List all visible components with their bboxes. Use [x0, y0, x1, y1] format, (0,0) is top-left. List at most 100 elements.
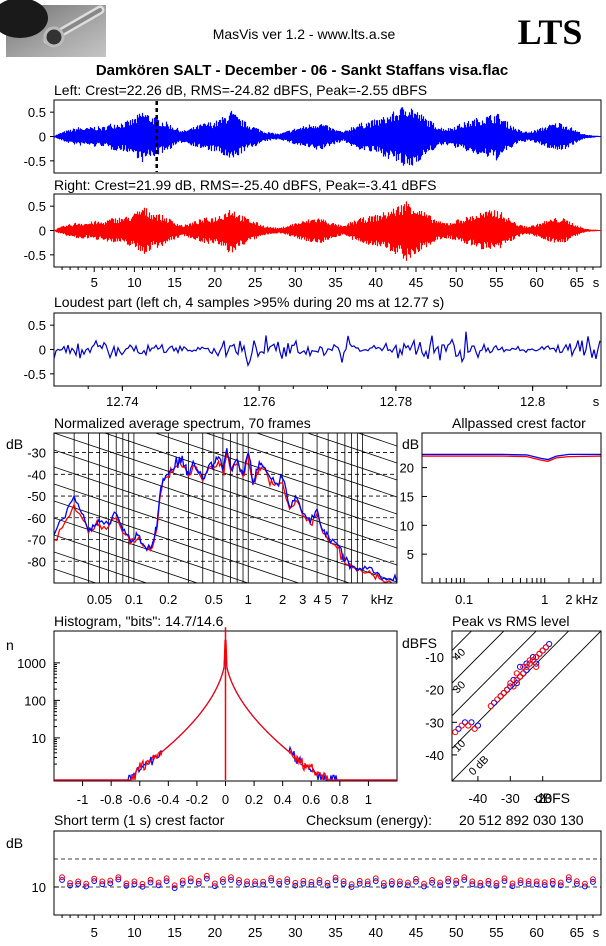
- ytick-label: 5: [407, 547, 414, 562]
- left-crest-point: [453, 880, 460, 887]
- left-crest-point: [421, 883, 427, 890]
- left-crest-point: [541, 882, 548, 888]
- right-crest-point: [107, 877, 114, 884]
- xtick-label: 40: [369, 275, 383, 290]
- right-crest-point: [147, 876, 154, 883]
- tilt-line: [54, 314, 397, 429]
- left-crest-point: [228, 877, 234, 883]
- left-crest-point: [107, 880, 114, 887]
- right-crest-point: [517, 877, 524, 884]
- xtick-label: 50: [449, 925, 463, 940]
- left-crest-point: [493, 882, 500, 889]
- left-crest-point: [396, 881, 403, 888]
- right-crest-point: [284, 876, 291, 883]
- tilt-line: [54, 517, 250, 583]
- left-crest-point: [525, 881, 532, 887]
- xtick-label: 0.1: [455, 592, 473, 607]
- left-crest-point: [171, 885, 178, 892]
- tilt-line: [54, 449, 397, 566]
- left-crest-point: [316, 879, 323, 886]
- left-crest-point: [91, 878, 98, 885]
- left-point: [516, 663, 524, 670]
- tilt-line: [54, 534, 199, 583]
- right-crest-point: [356, 877, 363, 884]
- xtick-label: s: [593, 275, 600, 290]
- left-crest-point: [445, 878, 452, 885]
- left-crest-point: [75, 881, 82, 887]
- right-crest-point: [292, 879, 299, 886]
- left-point: [461, 719, 469, 726]
- right-crest-point: [236, 877, 242, 883]
- ytick-label: -0.5: [24, 154, 46, 169]
- left-crest-point: [413, 878, 419, 885]
- xtick-label: -1: [77, 792, 89, 807]
- right-crest-point: [260, 878, 267, 885]
- right-crest-point: [244, 878, 250, 885]
- xtick-label: -0.4: [157, 792, 179, 807]
- right-crest-point: [324, 879, 331, 886]
- short-term-ylabel: dB: [6, 835, 23, 851]
- left-waveform-title: Left: Crest=22.26 dB, RMS=-24.82 dBFS, P…: [54, 82, 427, 98]
- tilt-line: [54, 466, 397, 583]
- right-crest-point: [171, 882, 178, 889]
- left-crest-point: [244, 881, 250, 888]
- xtick-label: -30: [501, 791, 520, 806]
- header: MasVis ver 1.2 - www.lts.a.se LTS Damkör…: [0, 0, 582, 79]
- ytick-label: 10: [400, 518, 414, 533]
- xtick-label: 40: [369, 925, 383, 940]
- right-crest-point: [437, 879, 444, 886]
- ytick-label: -0.5: [24, 248, 46, 263]
- xtick-label: 1: [541, 592, 548, 607]
- ytick-label: -80: [27, 554, 46, 569]
- right-crest-point: [541, 879, 548, 886]
- xtick-label: kHz: [371, 592, 393, 607]
- left-crest-point: [99, 881, 106, 888]
- right-crest-point: [155, 879, 162, 886]
- right-crest-point: [123, 880, 130, 887]
- left-crest-point: [501, 878, 508, 885]
- peak-rms-ylabel: dBFS: [402, 635, 437, 651]
- right-crest-point: [477, 879, 484, 886]
- allpassed-crest-panel: Allpassed crest factor dB 20 15 10 5 0.1 1 2 kH…: [400, 415, 602, 607]
- peak-rms-frame: [451, 630, 602, 782]
- xtick-label: 0.6: [302, 792, 320, 807]
- avg-spectrum-panel: Normalized average spectrum, 70 frames d…: [6, 314, 398, 607]
- right-crest-point: [348, 881, 355, 888]
- tilt-line: [103, 433, 397, 532]
- xtick-label: 20: [208, 275, 222, 290]
- right-crest-point: [380, 880, 387, 886]
- tilt-line: [54, 551, 148, 583]
- right-point: [510, 683, 517, 690]
- left-point: [474, 722, 482, 729]
- right-crest-point: [83, 880, 90, 887]
- right-crest-point: [308, 879, 315, 885]
- short-term-frame: [53, 830, 602, 916]
- left-crest-point: [59, 877, 65, 883]
- right-point: [513, 676, 520, 684]
- xtick-label: 20: [208, 925, 222, 940]
- xtick-label: 60: [529, 925, 543, 940]
- short-term-crest-panel: Short term (1 s) crest factor Checksum (…: [6, 812, 602, 940]
- histogram-panel: Histogram, "bits": 14.7/14.6 n 100010010…: [6, 613, 398, 807]
- xtick-label: 0.4: [274, 792, 292, 807]
- histogram-ylabel: n: [6, 637, 14, 653]
- right-point: [533, 653, 540, 661]
- crest-diagonal: [452, 631, 505, 684]
- ytick-label: 15: [400, 489, 414, 504]
- xtick-label: 15: [167, 275, 181, 290]
- right-crest-point: [421, 880, 427, 887]
- left-crest-point: [284, 879, 291, 885]
- xtick-label: 0.5: [205, 592, 223, 607]
- left-crest-point: [195, 880, 202, 887]
- left-crest-point: [179, 880, 186, 887]
- left-crest-point: [131, 881, 138, 888]
- left-crest-point: [187, 878, 194, 885]
- right-crest-point: [268, 875, 275, 881]
- ytick-label: 0.5: [28, 318, 46, 333]
- right-point: [458, 722, 465, 729]
- xtick-label: s: [593, 394, 600, 409]
- loudest-part-trace: [53, 331, 601, 368]
- loudest-part-panel: Loudest part (left ch, 4 samples >95% du…: [24, 294, 602, 409]
- xtick-label: 5: [325, 592, 332, 607]
- left-crest-point: [477, 882, 484, 889]
